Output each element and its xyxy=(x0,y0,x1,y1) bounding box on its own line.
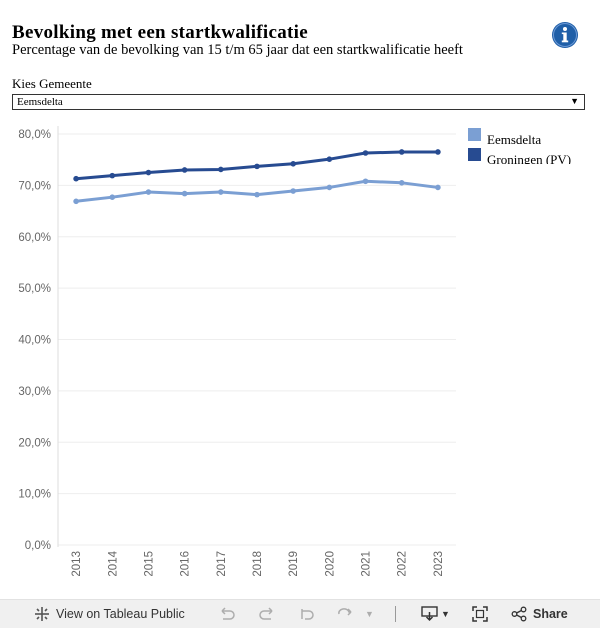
tableau-logo-icon xyxy=(35,607,49,621)
data-point[interactable] xyxy=(326,156,333,162)
data-point[interactable] xyxy=(73,175,79,182)
y-tick-label: 70,0% xyxy=(18,180,51,192)
x-tick-label: 2013 xyxy=(71,551,83,577)
caret-down-icon: ▼ xyxy=(365,609,374,619)
data-point[interactable] xyxy=(218,189,224,195)
filter-label: Kies Gemeente xyxy=(12,76,92,91)
y-tick-label: 30,0% xyxy=(18,386,51,398)
data-point[interactable] xyxy=(109,172,116,179)
x-tick-label: 2018 xyxy=(252,551,264,577)
data-point[interactable] xyxy=(145,169,152,176)
x-tick-label: 2019 xyxy=(288,551,300,577)
x-tick-label: 2014 xyxy=(107,550,119,576)
data-point[interactable] xyxy=(435,149,441,155)
share-icon xyxy=(511,606,527,622)
chart-subtitle: Percentage van de bevolking van 15 t/m 6… xyxy=(12,42,463,58)
download-caret-icon: ▼ xyxy=(441,609,450,619)
y-tick-label: 0,0% xyxy=(25,540,51,552)
legend-label-eemsdelta: Eemsdelta xyxy=(487,132,542,147)
data-point[interactable] xyxy=(254,163,260,170)
series-layer xyxy=(73,149,441,205)
fullscreen-icon xyxy=(472,606,488,622)
undo-icon xyxy=(221,607,235,620)
series-line-eemsdelta xyxy=(75,179,439,203)
legend-swatch-groningen xyxy=(468,148,481,161)
legend-item-groningen[interactable]: Groningen (PV) xyxy=(468,148,578,164)
info-icon[interactable] xyxy=(551,21,579,49)
data-point[interactable] xyxy=(362,178,369,185)
tableau-toolbar: View on Tableau Public ▼ ▼ xyxy=(0,599,600,628)
undo-button[interactable] xyxy=(218,600,236,628)
legend: Eemsdelta Groningen (PV) xyxy=(468,128,578,164)
data-point[interactable] xyxy=(326,184,333,191)
legend-item-eemsdelta[interactable]: Eemsdelta xyxy=(468,128,578,148)
data-point[interactable] xyxy=(218,166,224,173)
y-tick-label: 20,0% xyxy=(18,437,51,449)
download-icon xyxy=(421,606,438,622)
dropdown-value: Eemsdelta xyxy=(17,96,63,108)
fullscreen-button[interactable] xyxy=(472,600,488,628)
x-tick-label: 2022 xyxy=(397,551,409,577)
chart-title: Bevolking met een startkwalificatie xyxy=(12,22,308,43)
x-tick-label: 2021 xyxy=(361,551,373,577)
y-tick-label: 80,0% xyxy=(18,129,51,141)
data-point[interactable] xyxy=(145,189,152,195)
legend-label-groningen: Groningen (PV) xyxy=(487,152,572,164)
data-point[interactable] xyxy=(290,160,296,167)
line-chart: 0,0% 10,0% 20,0% 30,0% 40,0% 50,0% 60,0% 70,0% 8… xyxy=(18,126,456,577)
redo-button[interactable] xyxy=(258,600,276,628)
grid-lines xyxy=(58,133,456,546)
data-point[interactable] xyxy=(435,184,441,191)
x-tick-label: 2023 xyxy=(433,551,445,577)
share-label: Share xyxy=(533,607,568,621)
data-point[interactable] xyxy=(181,190,188,197)
y-tick-label: 50,0% xyxy=(18,283,51,295)
y-tick-label: 60,0% xyxy=(18,232,51,244)
x-tick-label: 2016 xyxy=(180,551,192,577)
y-tick-label: 40,0% xyxy=(18,335,51,347)
refresh-dropdown-button[interactable]: ▼ xyxy=(365,600,374,628)
y-axis: 0,0% 10,0% 20,0% 30,0% 40,0% 50,0% 60,0% 70,0% 8… xyxy=(18,126,59,552)
download-button[interactable]: ▼ xyxy=(421,600,450,628)
y-tick-label: 10,0% xyxy=(18,489,51,501)
data-point[interactable] xyxy=(181,167,188,173)
share-button[interactable]: Share xyxy=(511,600,568,628)
gemeente-dropdown[interactable]: Eemsdelta ▼ xyxy=(12,94,585,110)
toolbar-divider xyxy=(395,606,396,622)
x-axis: 2013 2014 2015 2016 2017 2018 2019 2020 2021 2022… xyxy=(71,550,445,576)
view-on-tableau-label: View on Tableau Public xyxy=(56,607,185,621)
revert-icon xyxy=(301,609,314,620)
x-tick-label: 2020 xyxy=(324,551,336,577)
revert-button[interactable] xyxy=(298,600,316,628)
refresh-icon xyxy=(338,608,352,616)
data-point[interactable] xyxy=(398,149,405,155)
data-point[interactable] xyxy=(109,194,116,200)
data-point[interactable] xyxy=(73,198,79,205)
dropdown-arrow-icon: ▼ xyxy=(570,96,579,106)
redo-icon xyxy=(259,607,273,620)
data-point[interactable] xyxy=(290,188,296,194)
x-tick-label: 2017 xyxy=(216,551,228,577)
view-on-tableau-button[interactable]: View on Tableau Public xyxy=(34,600,185,628)
refresh-button[interactable] xyxy=(336,600,354,628)
data-point[interactable] xyxy=(398,180,405,186)
data-point[interactable] xyxy=(362,150,369,156)
data-point[interactable] xyxy=(254,191,260,198)
x-tick-label: 2015 xyxy=(143,551,155,577)
legend-swatch-eemsdelta xyxy=(468,128,481,141)
